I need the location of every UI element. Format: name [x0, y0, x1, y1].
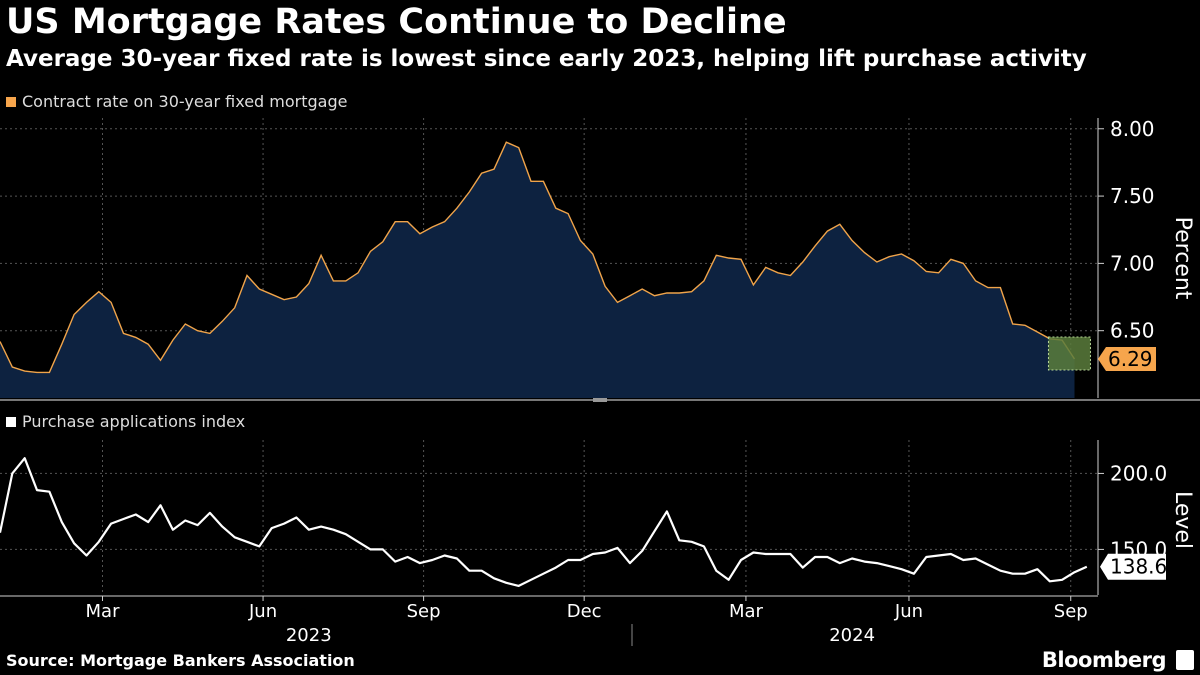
- purchase-last-value-bg: [1100, 553, 1166, 580]
- rate-line: [0, 141, 1076, 374]
- legend-rate: Contract rate on 30-year fixed mortgage: [6, 92, 347, 111]
- legend-purchase: Purchase applications index: [6, 412, 245, 431]
- rate-ytick-label-0: 8.00: [1110, 117, 1155, 141]
- rate-area: [0, 142, 1075, 398]
- year-label-0: 2023: [286, 625, 332, 646]
- legend-label-rate: Contract rate on 30-year fixed mortgage: [22, 92, 348, 111]
- bloomberg-icon: [1176, 650, 1194, 670]
- purchase-last-value-label: 138.6: [1110, 555, 1167, 579]
- legend-swatch-purchase: [6, 417, 16, 427]
- rate-ytick-label-2: 7.00: [1110, 251, 1155, 275]
- rate-highlight-box: [1047, 336, 1091, 371]
- x-tick-label-6: Sep: [1054, 601, 1088, 622]
- rate-last-value-bg: [1098, 346, 1156, 371]
- x-tick-label-3: Dec: [567, 601, 602, 622]
- x-tick-label-2: Sep: [407, 601, 441, 622]
- rate-last-value-tag: 6.29: [1098, 346, 1156, 371]
- brand-logo: Bloomberg: [1041, 648, 1167, 672]
- legend-label-purchase: Purchase applications index: [22, 412, 246, 431]
- rate-axis-title: Percent: [1170, 217, 1195, 300]
- x-tick-label-0: Mar: [86, 601, 121, 622]
- legend-swatch-rate: [6, 97, 16, 107]
- x-tick-label-5: Jun: [894, 601, 923, 622]
- rate-ytick-label-3: 6.50: [1110, 319, 1155, 343]
- purchase-axis-title: Level: [1170, 491, 1195, 549]
- source-note: Source: Mortgage Bankers Association: [6, 651, 355, 670]
- chart-subtitle: Average 30-year fixed rate is lowest sin…: [6, 46, 1087, 72]
- x-tick-label-1: Jun: [248, 601, 277, 622]
- purchase-ytick-label-0: 200.0: [1110, 461, 1167, 485]
- rate-ytick-label-1: 7.50: [1110, 184, 1155, 208]
- rate-last-value-label: 6.29: [1108, 347, 1153, 371]
- purchase-last-value-tag: 138.6: [1100, 553, 1167, 580]
- panel-resize-handle: [593, 398, 607, 402]
- chart-title: US Mortgage Rates Continue to Decline: [6, 2, 787, 42]
- year-label-1: 2024: [829, 625, 875, 646]
- x-tick-label-4: Mar: [729, 601, 764, 622]
- purchase-line: [0, 457, 1088, 587]
